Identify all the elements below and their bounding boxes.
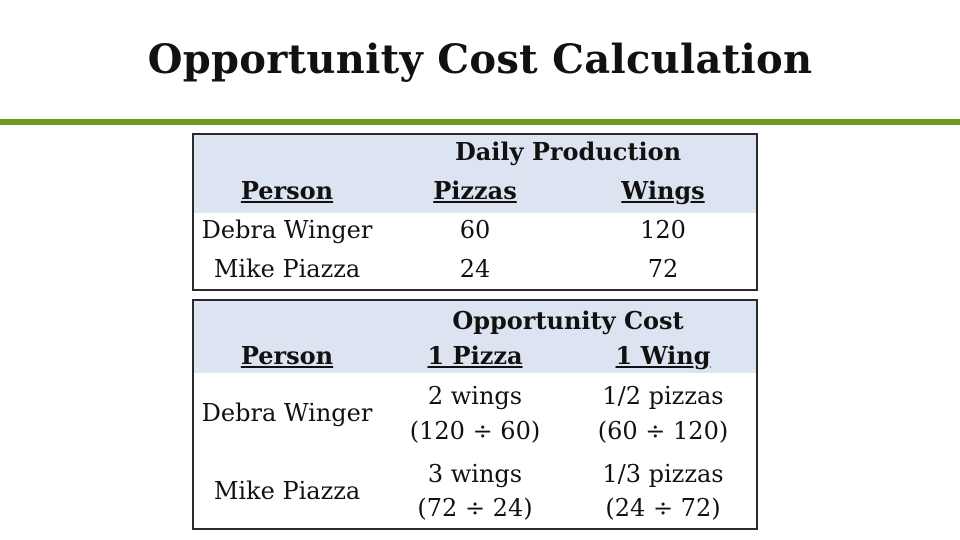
cost-col-wing: 1 Wing [615, 341, 711, 370]
production-row-pizzas: 24 [459, 255, 491, 283]
cost-row-person: Mike Piazza [213, 477, 361, 505]
cost-col-pizza: 1 Pizza [427, 341, 523, 370]
cost-row-pizza-calc: (72 ÷ 24) [417, 494, 533, 522]
production-col-person: Person [240, 176, 334, 205]
cost-row-wing-calc: (60 ÷ 120) [597, 417, 729, 445]
cost-row-wing-calc: (24 ÷ 72) [605, 494, 721, 522]
production-row-person: Debra Winger [201, 216, 373, 244]
cost-header-band [194, 301, 756, 373]
production-group-header: Daily Production [454, 137, 682, 166]
cost-row-pizza-value: 2 wings [427, 382, 523, 410]
production-col-pizzas: Pizzas [433, 176, 517, 205]
production-row-person: Mike Piazza [213, 255, 361, 283]
slide-title: Opportunity Cost Calculation [147, 36, 813, 83]
opportunity-cost-table: Opportunity Cost Person 1 Pizza 1 Wing D… [192, 299, 758, 530]
cost-row-wing-value: 1/3 pizzas [602, 460, 724, 488]
production-row-wings: 120 [640, 216, 686, 244]
cost-row-pizza-value: 3 wings [427, 460, 523, 488]
cost-row-person: Debra Winger [201, 399, 373, 427]
cost-group-header: Opportunity Cost [452, 306, 684, 335]
production-row-pizzas: 60 [459, 216, 491, 244]
cost-row-wing-value: 1/2 pizzas [602, 382, 724, 410]
production-row-wings: 72 [647, 255, 679, 283]
production-table: Daily Production Person Pizzas Wings Deb… [192, 133, 758, 291]
cost-col-person: Person [240, 341, 334, 370]
production-header-band [194, 135, 756, 213]
title-divider [0, 119, 960, 125]
cost-row-pizza-calc: (120 ÷ 60) [409, 417, 541, 445]
production-col-wings: Wings [621, 176, 705, 205]
